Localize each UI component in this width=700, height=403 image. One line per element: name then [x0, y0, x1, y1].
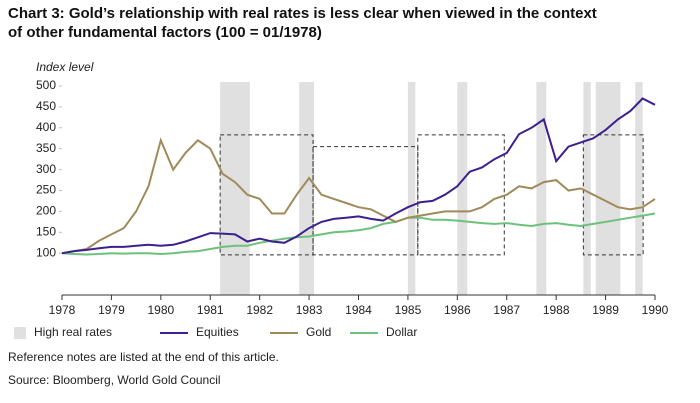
x-tick-label: 1987 — [493, 303, 520, 317]
highlight-box — [417, 134, 505, 256]
y-tick-label: 300 — [36, 162, 56, 176]
x-tick-label: 1983 — [296, 303, 323, 317]
series-line — [61, 137, 656, 255]
y-axis-label: Index level — [36, 60, 94, 74]
shaded-period — [407, 82, 416, 295]
x-tick-label: 1979 — [98, 303, 125, 317]
chart-title: Chart 3: Gold’s relationship with real r… — [8, 5, 597, 41]
y-tick-label: 450 — [36, 99, 56, 113]
highlight-box — [582, 134, 644, 256]
legend-label: Dollar — [386, 325, 417, 339]
shaded-period — [635, 82, 643, 295]
y-tick-label: 250 — [36, 183, 56, 197]
highlight-box — [312, 146, 419, 256]
x-tick-label: 1981 — [197, 303, 224, 317]
x-tick-label: 1985 — [395, 303, 422, 317]
y-tick-label: 400 — [36, 120, 56, 134]
shaded-period — [220, 82, 250, 295]
y-tick-label: 200 — [36, 204, 56, 218]
notes: Reference notes are listed at the end of… — [8, 350, 279, 364]
series-line — [61, 97, 656, 255]
x-tick-label: 1986 — [444, 303, 471, 317]
shaded-period — [595, 82, 621, 295]
shaded-period — [536, 82, 547, 295]
y-tick-label: 150 — [36, 224, 56, 238]
x-tick-label: 1990 — [642, 303, 669, 317]
x-tick-label: 1978 — [49, 303, 76, 317]
x-tick-label: 1984 — [345, 303, 372, 317]
x-tick-label: 1980 — [147, 303, 174, 317]
shaded-period — [457, 82, 468, 295]
shaded-period — [583, 82, 591, 295]
y-tick-label: 500 — [36, 78, 56, 92]
x-tick-label: 1988 — [543, 303, 570, 317]
x-tick-label: 1989 — [592, 303, 619, 317]
x-tick-label: 1982 — [246, 303, 273, 317]
shaded-period — [299, 82, 315, 295]
source: Source: Bloomberg, World Gold Council — [8, 373, 221, 387]
y-tick-label: 100 — [36, 245, 56, 259]
legend-label: Gold — [306, 325, 331, 339]
legend-label: Equities — [196, 325, 239, 339]
y-tick-label: 350 — [36, 141, 56, 155]
series-line — [61, 212, 656, 256]
legend-swatch — [14, 327, 26, 339]
legend-label: High real rates — [34, 325, 112, 339]
highlight-box — [219, 134, 314, 256]
